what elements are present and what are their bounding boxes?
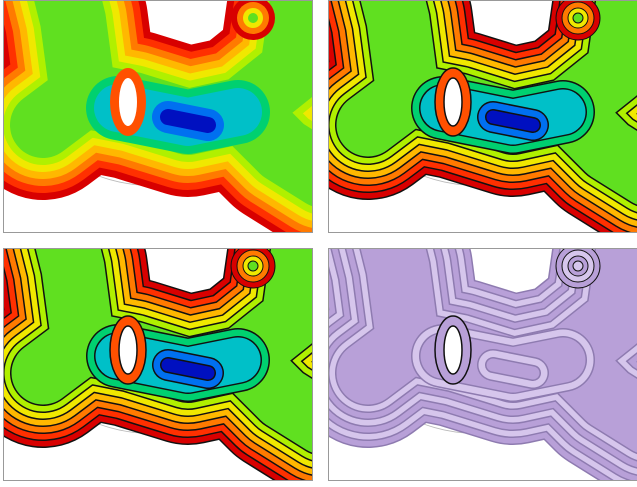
hole — [119, 78, 137, 126]
panel-border — [3, 0, 313, 233]
map-panel — [328, 0, 637, 233]
hole — [118, 325, 138, 375]
contour-band — [486, 358, 540, 380]
map-panel — [3, 248, 313, 481]
island-band — [248, 13, 258, 23]
contour-band — [160, 109, 216, 133]
island-band — [572, 260, 584, 272]
island-band — [247, 260, 259, 272]
panel-border — [328, 248, 637, 481]
map-content — [328, 248, 637, 481]
hole — [443, 77, 463, 127]
contour-band — [161, 358, 215, 380]
map-content — [328, 0, 637, 233]
map-content — [3, 248, 313, 481]
panel-border — [3, 248, 313, 481]
map-panel — [328, 248, 637, 481]
island-band — [572, 12, 584, 24]
contour-band — [486, 110, 540, 132]
panel-border — [328, 0, 637, 233]
hole — [443, 325, 463, 375]
map-content — [3, 0, 313, 233]
map-panel — [3, 0, 313, 233]
